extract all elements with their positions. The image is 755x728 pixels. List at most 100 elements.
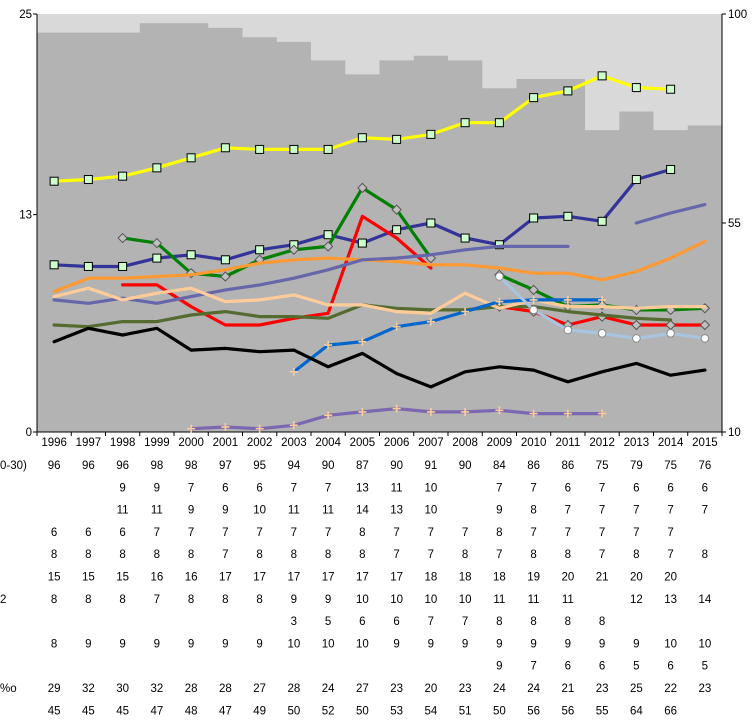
series-12 (495, 272, 710, 343)
x-tick-label: 1997 (76, 437, 102, 449)
data-point (460, 118, 470, 128)
data-point (700, 334, 710, 343)
table-cell: 53 (390, 705, 403, 717)
data-point (563, 86, 573, 96)
table-cell: 9 (633, 638, 639, 650)
table-cell: 79 (630, 460, 643, 472)
data-point (152, 163, 162, 173)
table-cell: 7 (428, 549, 434, 561)
right-tick-label: 10 (728, 427, 741, 439)
table-cell: 50 (356, 705, 369, 717)
data-point (597, 216, 607, 226)
table-cell: 9 (188, 638, 194, 650)
table-cell: 20 (630, 572, 643, 584)
table-cell: 23 (459, 683, 472, 695)
data-point (186, 153, 196, 163)
table-cell: 9 (119, 482, 125, 494)
table-cell: 8 (51, 638, 57, 650)
table-cell: 17 (322, 572, 335, 584)
x-tick-label: 1998 (110, 437, 136, 449)
table-cell: 5 (325, 616, 331, 628)
data-point (666, 329, 675, 338)
data-point (220, 255, 230, 265)
table-cell: 7 (325, 527, 331, 539)
table-cell: 97 (219, 460, 232, 472)
table-cell: 9 (565, 638, 571, 650)
table-cell: 9 (325, 594, 331, 606)
table-cell: 28 (287, 683, 300, 695)
x-tick-label: 2008 (452, 437, 478, 449)
data-point (495, 297, 504, 306)
table-cell: 8 (530, 505, 536, 517)
table-cell: 45 (82, 705, 95, 717)
x-tick-label: 2012 (589, 437, 615, 449)
table-cell: 75 (664, 460, 677, 472)
table-cell: 10 (287, 638, 300, 650)
table-cell: 7 (530, 482, 536, 494)
table-cell: 8 (359, 549, 365, 561)
table-cell: 7 (599, 549, 605, 561)
data-point (392, 322, 401, 331)
series-line (52, 326, 707, 389)
data-point (666, 84, 676, 94)
data-point (357, 133, 367, 143)
table-cell: 7 (599, 505, 605, 517)
table-cell: 8 (85, 594, 91, 606)
table-cell: 7 (222, 527, 228, 539)
table-cell: 23 (698, 683, 711, 695)
table-cell: 9 (530, 638, 536, 650)
data-point (288, 244, 300, 255)
table-cell: 45 (116, 705, 129, 717)
table-row: 15 15 15 16 16 17 17 17 17 17 17 18 18 18 19 20 21 20 20 (48, 572, 677, 584)
data-point (49, 176, 59, 186)
data-point (494, 240, 504, 250)
table-cell: 18 (424, 572, 437, 584)
table-cell: 56 (527, 705, 540, 717)
table-cell: 19 (527, 572, 540, 584)
data-point (529, 213, 539, 223)
data-point (220, 271, 231, 282)
table-cell: 7 (565, 527, 571, 539)
data-point (392, 225, 402, 235)
table-cell: 7 (496, 482, 502, 494)
table-cell: 9 (85, 638, 91, 650)
table-cell: 18 (459, 572, 472, 584)
table-cell: 27 (356, 683, 369, 695)
series-line (52, 244, 570, 305)
table-cell: 96 (116, 460, 129, 472)
table-cell: 13 (356, 482, 369, 494)
table-cell: 8 (256, 549, 262, 561)
table-cell: 11 (493, 594, 505, 606)
data-point (666, 164, 676, 174)
data-point (529, 409, 538, 418)
table-cell: 6 (667, 482, 673, 494)
table-cell: 23 (390, 683, 403, 695)
data-point (529, 305, 538, 315)
table-cell: 7 (462, 616, 468, 628)
table-cell: 8 (188, 594, 194, 606)
table-cell: 51 (459, 705, 472, 717)
table-cell: 9 (222, 505, 228, 517)
data-point (289, 421, 298, 430)
table-cell: 52 (322, 705, 335, 717)
series-2 (117, 182, 437, 282)
table-cell: 8 (565, 616, 571, 628)
table-cell: 32 (82, 683, 95, 695)
series-14 (187, 404, 607, 433)
table-cell: 55 (596, 705, 609, 717)
series-layer (49, 71, 711, 433)
table-cell: 56 (561, 705, 574, 717)
table-cell: 17 (219, 572, 232, 584)
table-cell: 90 (459, 460, 472, 472)
table-cell: 14 (698, 594, 711, 606)
data-point (220, 143, 230, 153)
data-point (426, 317, 435, 326)
table-cell: 24 (493, 683, 506, 695)
table-cell: 9 (256, 638, 262, 650)
table-row: 45 45 45 47 48 47 49 50 52 50 53 54 51 50 56 56 55 64 66 (48, 705, 677, 717)
data-point (357, 182, 368, 194)
data-table: 0-30) 96 96 96 98 98 97 95 94 90 87 90 91 90 84 86 86 75 7… (0, 460, 712, 728)
data-point (118, 171, 128, 181)
table-cell: 9 (599, 638, 605, 650)
data-point (324, 341, 333, 350)
